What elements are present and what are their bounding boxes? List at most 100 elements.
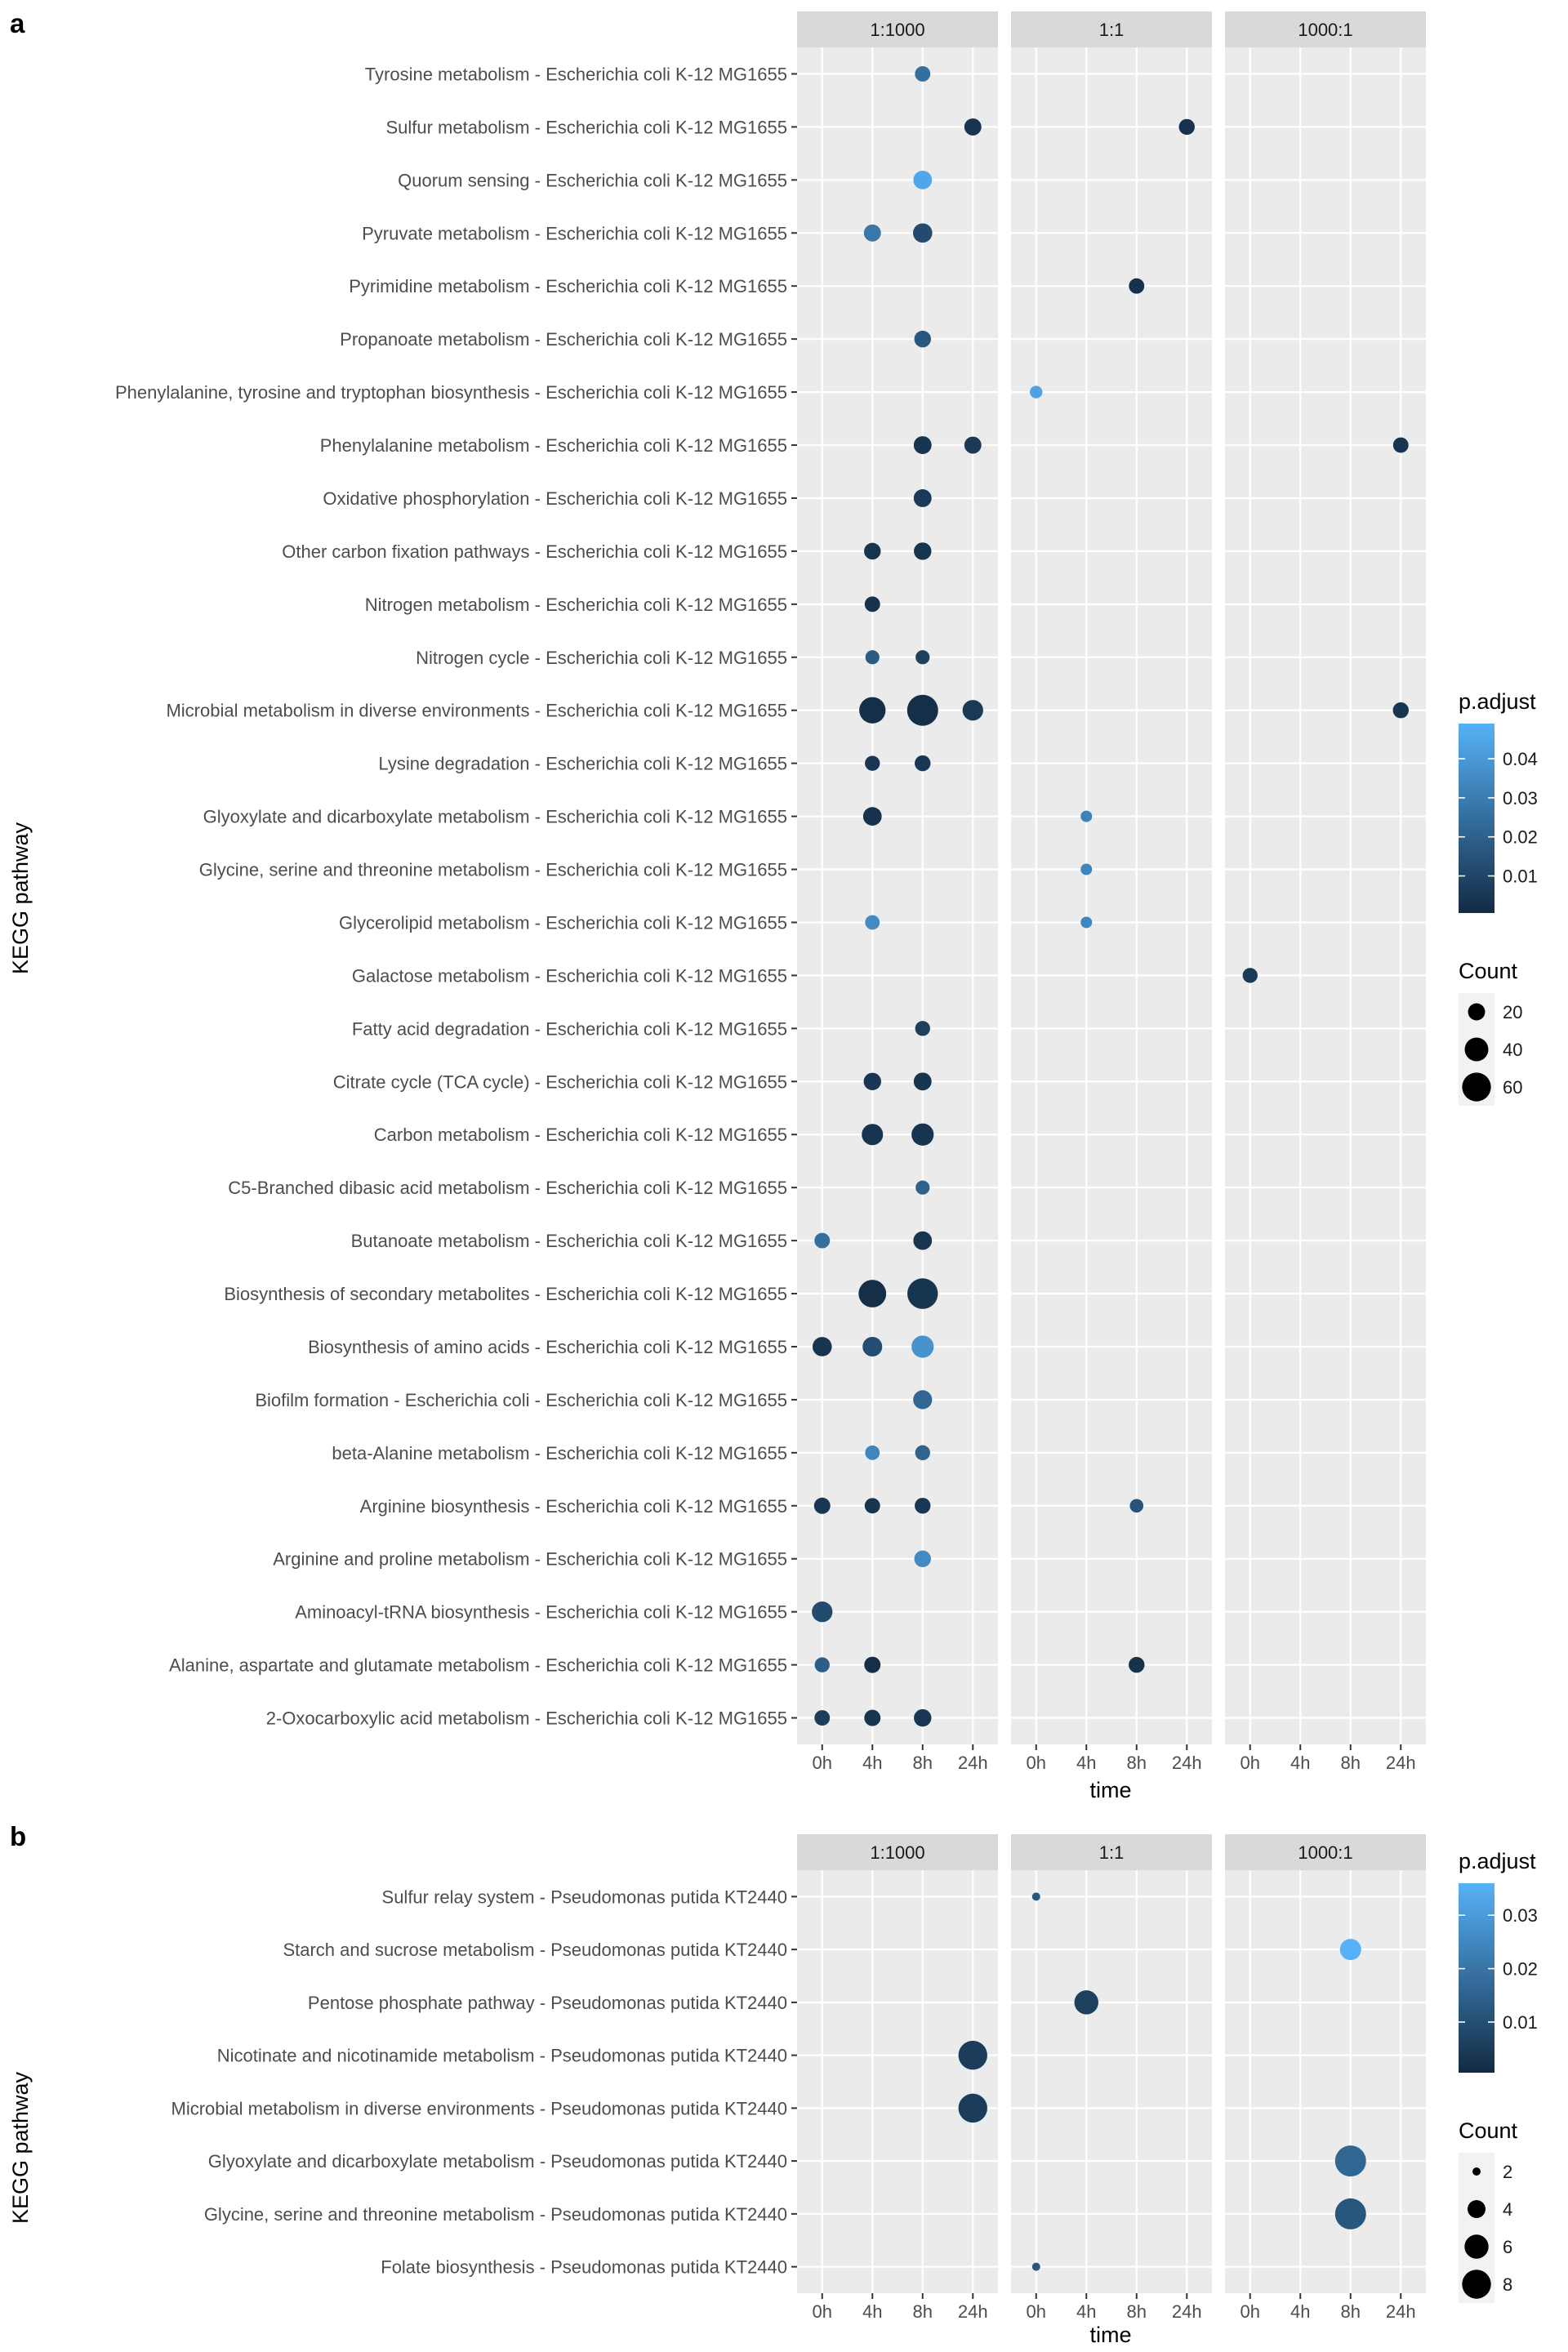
x-tick-label: 8h: [913, 1753, 933, 1773]
y-tick-label: Alanine, aspartate and glutamate metabol…: [169, 1655, 787, 1676]
y-tick-label: Biosynthesis of secondary metabolites - …: [224, 1284, 787, 1304]
data-point: [865, 650, 880, 665]
size-legend-label: 20: [1503, 1002, 1522, 1022]
x-tick-label: 4h: [862, 1753, 882, 1773]
facet-panel-background: [1011, 47, 1212, 1744]
panel-b-points: [958, 1892, 1366, 2271]
x-tick-label: 24h: [1172, 2301, 1202, 2322]
y-tick-label: Phenylalanine metabolism - Escherichia c…: [320, 435, 787, 456]
facet-panel-background: [797, 47, 998, 1744]
facet-strip-label: 1:1000: [870, 20, 924, 40]
data-point: [865, 1445, 880, 1460]
facet-strip-label: 1:1: [1099, 1842, 1125, 1863]
y-tick-label: Glycerolipid metabolism - Escherichia co…: [339, 912, 787, 933]
x-tick-label: 4h: [1076, 2301, 1096, 2322]
x-tick-label: 8h: [1341, 1753, 1361, 1773]
x-tick-label: 4h: [1290, 1753, 1310, 1773]
facet-panel-background: [1225, 1870, 1426, 2293]
x-tick-label: 24h: [1172, 1753, 1202, 1773]
data-point: [915, 1180, 930, 1195]
data-point: [1334, 2145, 1366, 2177]
x-tick-label: 0h: [813, 1753, 832, 1773]
size-legend-dot: [1468, 1003, 1486, 1021]
panel-b-x-ticks: 0h 4h 8h 24h 0h 4h 8h 24h 0h 4h 8h 24h: [813, 2293, 1416, 2322]
data-point: [864, 596, 880, 612]
data-point: [915, 1498, 931, 1514]
x-tick-label: 4h: [1076, 1753, 1096, 1773]
y-tick-label: Pentose phosphate pathway - Pseudomonas …: [308, 1993, 787, 2013]
panel-a-x-ticks: 0h 4h 8h 24h 0h 4h 8h 24h 0h 4h 8h 24h: [813, 1744, 1416, 1773]
data-point: [1129, 1656, 1145, 1673]
y-tick-label: Arginine and proline metabolism - Escher…: [273, 1549, 787, 1570]
x-tick-label: 8h: [1127, 1753, 1147, 1773]
y-tick-label: Glycine, serine and threonine metabolism…: [199, 860, 787, 880]
panel-a-panels: [797, 47, 1426, 1744]
y-tick-label: Nitrogen metabolism - Escherichia coli K…: [365, 595, 787, 615]
data-point: [914, 1708, 932, 1727]
x-tick-label: 24h: [1386, 1753, 1416, 1773]
panel-b-legend-size: Count 2 4 6 8: [1459, 2118, 1518, 2303]
panel-a-legend-color: p.adjust 0.01 0.02 0.03 0.04: [1459, 689, 1538, 913]
y-tick-label: Propanoate metabolism - Escherichia coli…: [340, 329, 787, 350]
data-point: [1334, 2198, 1366, 2230]
facet-strip: [1011, 11, 1212, 47]
size-legend-label: 60: [1503, 1077, 1522, 1098]
y-tick-label: Glycine, serine and threonine metabolism…: [204, 2204, 787, 2225]
x-tick-label: 0h: [1241, 2301, 1260, 2322]
y-tick-label: 2-Oxocarboxylic acid metabolism - Escher…: [266, 1708, 787, 1729]
panel-b: b KEGG pathway time 1:1000 1:1 1000:1 Sulf…: [8, 1821, 1538, 2347]
facet-panel-background: [1225, 47, 1426, 1744]
y-tick-label: beta-Alanine metabolism - Escherichia co…: [332, 1443, 787, 1463]
panel-b-legend-size-title: Count: [1459, 2118, 1518, 2143]
data-point: [865, 915, 880, 930]
y-tick-label: Sulfur relay system - Pseudomonas putida…: [382, 1886, 787, 1907]
y-tick-label: Butanoate metabolism - Escherichia coli …: [351, 1231, 787, 1251]
y-tick-label: Other carbon fixation pathways - Escheri…: [282, 541, 787, 562]
size-legend-dot: [1464, 1037, 1489, 1062]
color-bar: [1459, 724, 1494, 913]
size-legend-label: 4: [1503, 2199, 1512, 2220]
facet-panel-background: [797, 1870, 998, 2293]
y-tick-label: Aminoacyl-tRNA biosynthesis - Escherichi…: [295, 1602, 787, 1623]
panel-a-points: [812, 66, 1409, 1727]
x-tick-label: 4h: [862, 2301, 882, 2322]
data-point: [915, 755, 931, 772]
y-tick-label: Glyoxylate and dicarboxylate metabolism …: [203, 807, 787, 827]
data-point: [1178, 118, 1195, 136]
panel-a-legend-size: Count 20 40 60: [1459, 959, 1522, 1106]
data-point: [914, 330, 931, 348]
x-tick-label: 8h: [913, 2301, 933, 2322]
data-point: [814, 1232, 831, 1249]
panel-b-y-axis-title: KEGG pathway: [8, 2071, 33, 2224]
data-point: [913, 170, 933, 189]
data-point: [915, 1021, 930, 1036]
data-point: [906, 694, 938, 726]
size-legend-label: 2: [1503, 2162, 1512, 2182]
y-tick-label: Nitrogen cycle - Escherichia coli K-12 M…: [416, 648, 787, 668]
data-point: [913, 489, 932, 507]
x-tick-label: 0h: [1241, 1753, 1260, 1773]
data-point: [913, 1072, 932, 1091]
data-point: [1080, 863, 1093, 875]
data-point: [1392, 437, 1409, 453]
x-tick-label: 0h: [1027, 2301, 1046, 2322]
data-point: [964, 436, 982, 454]
data-point: [907, 1278, 938, 1309]
x-tick-label: 24h: [1386, 2301, 1416, 2322]
data-point: [1080, 810, 1093, 822]
panel-b-strips: 1:1000 1:1 1000:1: [797, 1834, 1426, 1870]
x-tick-label: 4h: [1290, 2301, 1310, 2322]
x-tick-label: 0h: [813, 2301, 832, 2322]
x-tick-label: 24h: [958, 1753, 988, 1773]
data-point: [813, 1497, 831, 1514]
y-tick-label: Biofilm formation - Escherichia coli - E…: [255, 1390, 787, 1410]
facet-strip: [797, 1834, 998, 1870]
y-tick-label: Nicotinate and nicotinamide metabolism -…: [217, 2046, 787, 2066]
x-tick-label: 8h: [1341, 2301, 1361, 2322]
y-tick-label: Tyrosine metabolism - Escherichia coli K…: [365, 64, 787, 84]
facet-strip: [1225, 11, 1426, 47]
panel-a-strips: 1:1000 1:1 1000:1: [797, 11, 1426, 47]
facet-strip-label: 1:1: [1099, 20, 1125, 40]
color-bar-label: 0.02: [1503, 1959, 1538, 1980]
